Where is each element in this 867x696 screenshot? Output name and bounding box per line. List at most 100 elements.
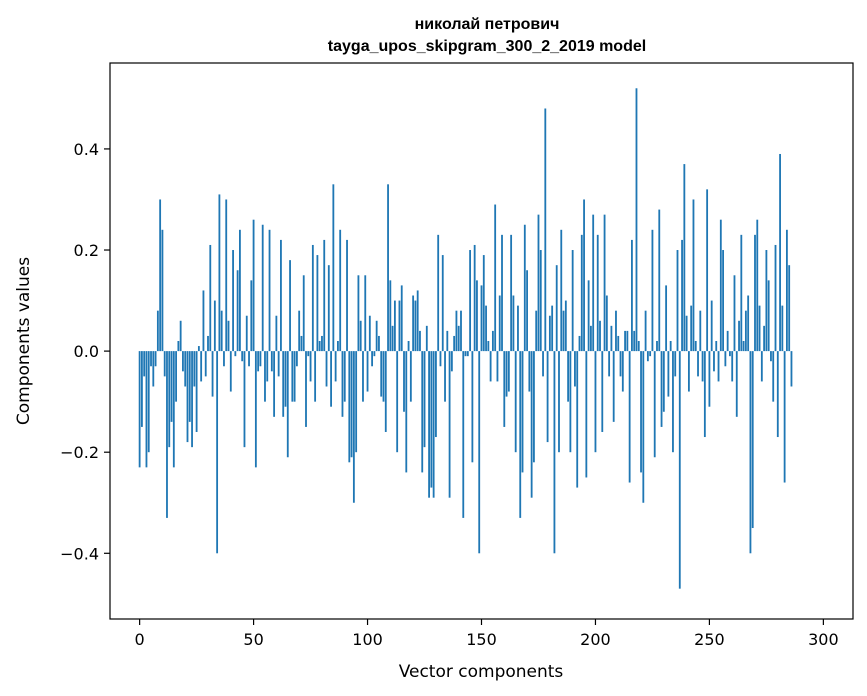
bar-253: [715, 341, 718, 352]
bar-27: [200, 351, 203, 382]
bar-115: [400, 285, 403, 352]
bar-59: [273, 351, 276, 417]
bar-39: [227, 320, 230, 352]
bar-238: [681, 239, 683, 352]
bar-41: [232, 250, 234, 352]
bar-211: [619, 351, 622, 377]
bar-91: [346, 239, 348, 352]
x-axis-ticks: 0 50 100 150 200 250 300: [135, 619, 839, 649]
bar-285: [788, 265, 791, 352]
bar-74: [307, 351, 310, 357]
bar-90: [343, 351, 346, 402]
bar-119: [409, 351, 412, 402]
bar-184: [558, 351, 560, 453]
bar-171: [528, 351, 531, 392]
bar-154: [489, 351, 492, 382]
bar-98: [362, 351, 364, 402]
bar-94: [352, 351, 355, 503]
bar-269: [751, 351, 754, 529]
bar-40: [229, 351, 232, 392]
bar-130: [435, 351, 437, 438]
bar-261: [733, 275, 736, 352]
bar-198: [589, 325, 592, 352]
bar-38: [225, 199, 228, 352]
bar-241: [687, 351, 690, 392]
bar-270: [754, 234, 756, 352]
bar-29: [204, 351, 207, 377]
bar-8: [156, 310, 159, 352]
bar-218: [635, 88, 638, 352]
x-tick-label: 100: [352, 630, 383, 649]
bar-42: [234, 351, 237, 357]
x-tick-label: 200: [580, 630, 611, 649]
bar-196: [585, 351, 588, 478]
bar-126: [425, 325, 428, 352]
bar-25: [195, 351, 198, 432]
bar-162: [507, 351, 510, 392]
bar-208: [612, 351, 615, 422]
x-tick-label: 150: [466, 630, 497, 649]
bar-173: [533, 351, 535, 463]
bar-111: [391, 325, 394, 352]
bar-146: [471, 351, 474, 463]
bar-24: [193, 351, 196, 387]
bar-4: [147, 351, 150, 453]
bar-152: [485, 305, 487, 352]
bar-206: [608, 351, 611, 377]
bar-254: [717, 351, 720, 382]
bar-186: [562, 310, 565, 352]
bar-242: [690, 305, 693, 352]
bar-96: [357, 275, 360, 352]
y-axis-ticks: −0.4 −0.2 0.0 0.2 0.4: [60, 140, 110, 563]
bar-62: [280, 239, 282, 352]
bar-164: [512, 295, 515, 352]
bar-140: [457, 325, 460, 352]
bar-205: [605, 295, 608, 352]
bar-37: [223, 351, 225, 367]
bar-132: [439, 351, 442, 367]
bar-243: [692, 199, 695, 352]
bar-234: [672, 351, 674, 453]
bar-43: [236, 270, 239, 352]
bar-44: [239, 229, 241, 352]
bar-258: [726, 330, 729, 352]
bar-79: [318, 341, 321, 352]
bar-57: [268, 229, 271, 352]
bar-107: [382, 351, 385, 402]
bar-268: [749, 351, 752, 554]
bar-63: [282, 351, 285, 417]
bar-231: [665, 285, 668, 352]
bar-166: [517, 305, 519, 352]
bar-207: [610, 325, 613, 352]
bar-101: [368, 315, 371, 352]
x-tick-label: 300: [808, 630, 839, 649]
bar-220: [640, 351, 642, 473]
bar-247: [701, 351, 704, 382]
bar-105: [378, 335, 380, 352]
bar-193: [578, 335, 581, 352]
bar-123: [419, 330, 421, 352]
bar-245: [697, 351, 699, 377]
bar-143: [464, 351, 467, 357]
bar-178: [544, 108, 547, 352]
bar-215: [628, 351, 631, 483]
bar-195: [583, 199, 585, 352]
bar-118: [407, 341, 410, 352]
bar-160: [503, 351, 506, 427]
bar-200: [594, 351, 597, 453]
bar-72: [302, 275, 305, 352]
y-tick-label: 0.0: [74, 342, 99, 361]
bar-49: [250, 280, 253, 352]
bar-249: [706, 189, 709, 352]
bar-46: [243, 351, 246, 448]
bar-53: [259, 351, 262, 367]
bar-1: [141, 351, 143, 427]
bar-182: [553, 351, 556, 554]
bar-110: [389, 280, 392, 352]
bar-232: [667, 351, 670, 397]
bar-282: [781, 305, 784, 352]
bar-280: [776, 351, 779, 438]
bar-120: [412, 295, 415, 352]
bar-148: [476, 280, 478, 352]
